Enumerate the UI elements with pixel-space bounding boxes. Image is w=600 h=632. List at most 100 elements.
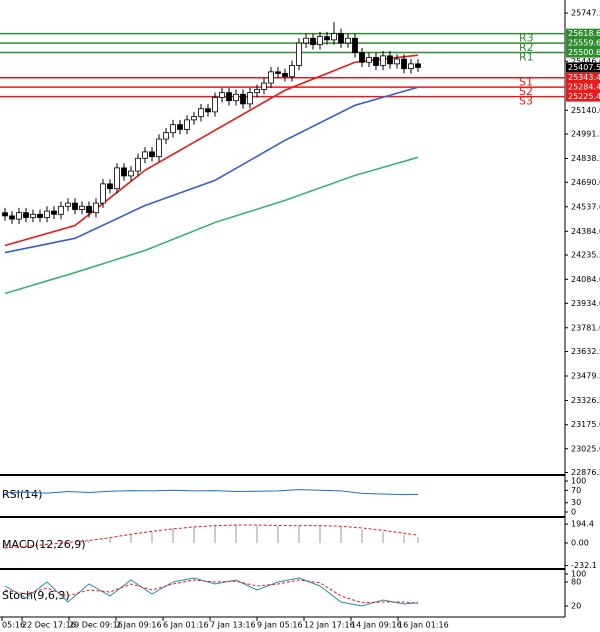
candle-body [142, 151, 148, 159]
last-price-box [566, 62, 600, 73]
candle-body [373, 57, 379, 66]
candle-body [233, 93, 239, 102]
candle-body [44, 210, 50, 218]
y-tick-label: 23326.5 [571, 396, 600, 405]
candle-body [401, 58, 407, 70]
candle-body [415, 63, 421, 68]
y-tick-label: 20 [571, 602, 581, 611]
candle-body [247, 92, 253, 105]
level-name: S3 [519, 95, 533, 108]
level-box [566, 38, 600, 49]
candle-body [86, 205, 92, 214]
candle-body [2, 212, 8, 217]
y-tick-label: 70 [571, 486, 581, 495]
indicator-line [4, 524, 419, 549]
candle-body [289, 65, 295, 78]
y-tick-label: 23175.0 [571, 420, 600, 429]
candle-body [58, 205, 64, 215]
candle-body [261, 82, 267, 90]
x-tick-label: 6 Jan 01:16 [163, 621, 209, 630]
candle-body [359, 52, 365, 63]
candle-body [408, 63, 414, 70]
x-tick-label: 9 Jan 05:16 [257, 621, 303, 630]
y-tick-label: 100 [571, 570, 586, 579]
candle-body [191, 116, 197, 121]
candle-body [310, 37, 316, 46]
level-name: S2 [519, 85, 533, 98]
candle-body [135, 157, 141, 172]
level-name: R3 [519, 32, 534, 45]
x-tick-label: 29 Dec 09:16 [69, 621, 123, 630]
candle-body [51, 210, 57, 215]
level-box [566, 91, 600, 102]
candle-body [184, 119, 190, 130]
indicator-name: MACD(12,26,9) [2, 538, 86, 551]
candle-body [254, 89, 260, 94]
y-tick-label: 24537.0 [571, 202, 600, 211]
y-tick-label: 25747.5 [571, 9, 600, 18]
candle-body [226, 92, 232, 102]
y-tick-label: 194.4 [571, 520, 594, 529]
x-tick-label: 7 Jan 13:16 [210, 621, 256, 630]
moving-average [4, 156, 419, 295]
y-tick-label: -232.1 [571, 561, 597, 570]
x-tick-label: 05:16 [2, 621, 25, 630]
candle-body [9, 215, 15, 220]
candle-body [317, 36, 323, 46]
candle-body [37, 213, 43, 218]
y-tick-label: 24384.0 [571, 227, 600, 236]
candle-body [156, 138, 162, 158]
candle-body [198, 108, 204, 118]
candle-body [23, 212, 29, 218]
level-value: 25225.4 [568, 92, 600, 101]
indicator-name: Stoch(9,6,3) [2, 589, 70, 602]
candle-body [296, 42, 302, 66]
candle-body [345, 37, 351, 44]
candle-body [149, 151, 155, 158]
level-box [566, 28, 600, 39]
candle-body [205, 108, 211, 113]
level-box [566, 72, 600, 83]
y-tick-label: 23632.5 [571, 347, 600, 356]
candle-body [240, 93, 246, 105]
candle-body [331, 33, 337, 41]
candle-body [380, 55, 386, 66]
x-tick-label: 16 Jan 01:16 [398, 621, 449, 630]
y-tick-label: 0.00 [571, 538, 589, 547]
y-tick-label: 23479.5 [571, 372, 600, 381]
y-tick-label: 25140.0 [571, 106, 600, 115]
x-tick-label: 2 Jan 09:16 [116, 621, 162, 630]
candle-body [366, 57, 372, 63]
moving-average [4, 86, 419, 254]
candle-body [282, 73, 288, 78]
y-tick-label: 24991.5 [571, 130, 600, 139]
level-box [566, 82, 600, 93]
indicator-name: RSI(14) [2, 488, 42, 501]
level-value: 25500.6 [568, 48, 600, 57]
y-tick-label: 25446.0 [571, 57, 600, 66]
candle-body [303, 37, 309, 44]
candle-body [79, 205, 85, 210]
candle-body [121, 167, 127, 177]
candle-body [352, 37, 358, 54]
candle-body [212, 97, 218, 113]
candle-body [219, 92, 225, 98]
y-tick-label: 23934.0 [571, 299, 600, 308]
candle-body [65, 202, 71, 207]
y-tick-label: 24084.0 [571, 275, 600, 284]
level-name: R2 [519, 41, 534, 54]
moving-average [4, 54, 419, 247]
level-value: 25559.6 [568, 39, 600, 48]
level-value: 25618.6 [568, 29, 600, 38]
candle-body [93, 202, 99, 214]
level-name: R1 [519, 51, 534, 64]
candle-body [324, 36, 330, 41]
candle-body [114, 167, 120, 190]
indicator-line [4, 577, 419, 607]
y-tick-label: 80 [571, 578, 581, 587]
indicator-line [4, 579, 419, 604]
candle-body [100, 183, 106, 204]
